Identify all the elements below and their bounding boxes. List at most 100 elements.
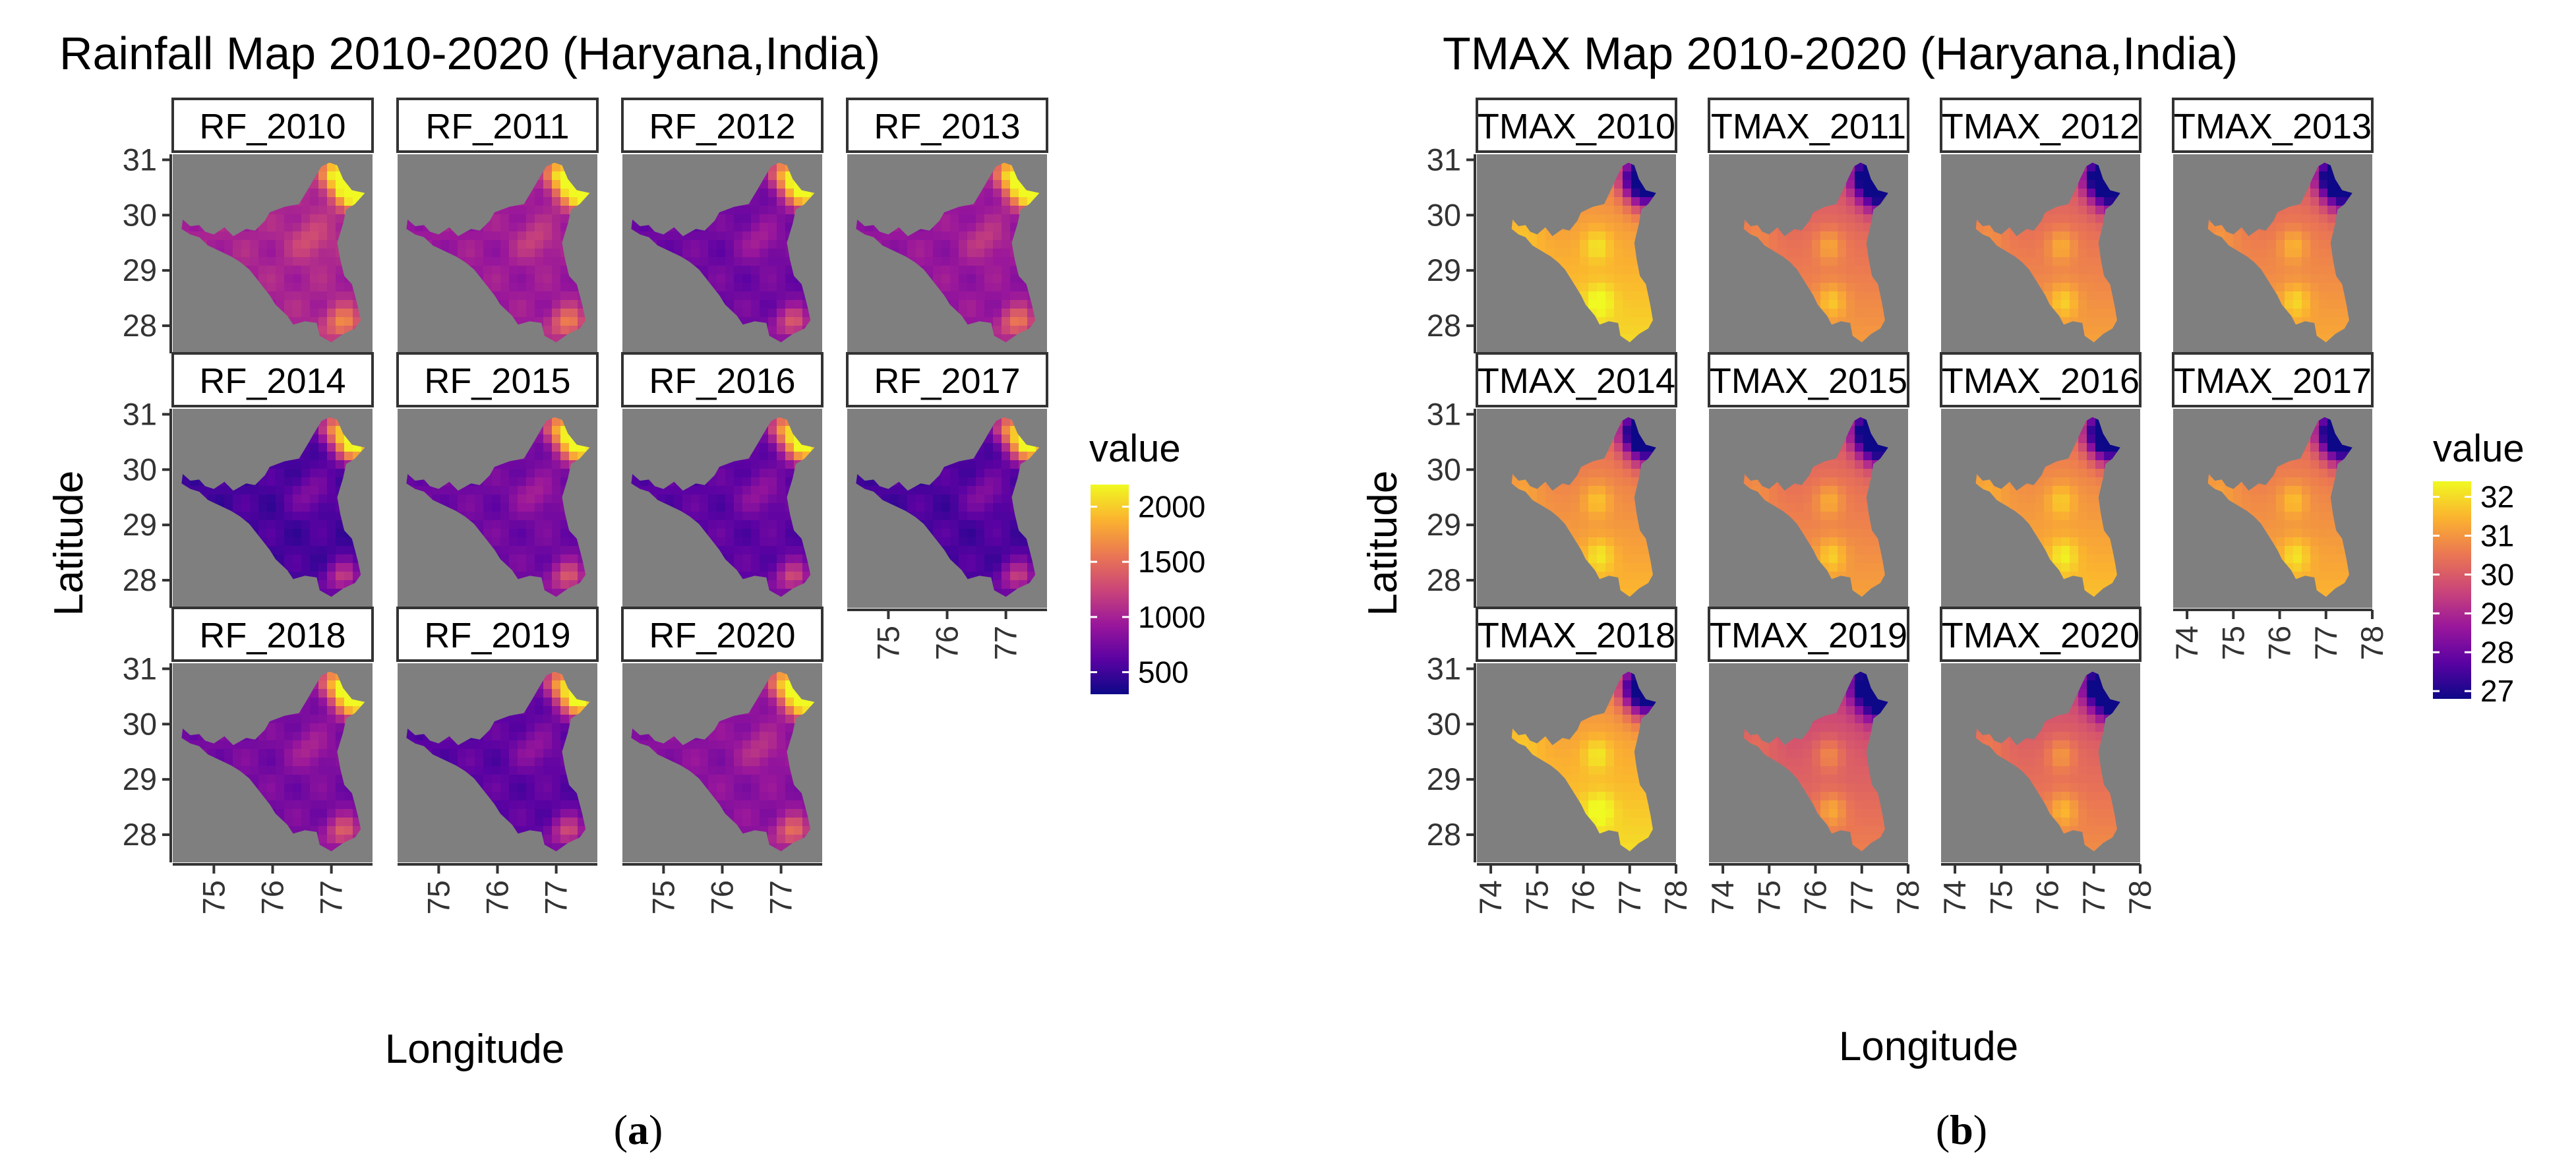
facet-strip-label-rf-2011: RF_2011 <box>425 107 569 146</box>
legend-label-0-0: 2000 <box>1138 489 1205 523</box>
x-tick-label-rf-2017-77: 77 <box>988 626 1023 660</box>
x-tick-label-rf-2020-76: 76 <box>705 880 740 914</box>
facet-strip-rf-2011 <box>396 98 599 153</box>
y-tick-label-rf-2010-28: 28 <box>123 308 157 343</box>
facet-rf-2010: RF_2010 28 29 30 31 <box>123 98 374 353</box>
x-tick-label-tmax-2017-77: 77 <box>2308 626 2343 660</box>
x-tick-label-tmax-2019-76: 76 <box>1798 880 1833 914</box>
facet-strip-label-rf-2012: RF_2012 <box>649 107 795 146</box>
chart-a-legend-title: value <box>1089 427 1181 470</box>
facet-tmax-2016: TMAX_2016 <box>1940 352 2142 608</box>
legend-label-1-0: 32 <box>2480 480 2514 514</box>
facet-tmax-2010: TMAX_2010 28 29 30 31 <box>1427 98 1677 353</box>
facet-strip-tmax-2019 <box>1708 607 1909 662</box>
facet-strip-label-rf-2019: RF_2019 <box>424 616 570 655</box>
x-tick-label-rf-2017-76: 76 <box>930 626 965 660</box>
x-tick-label-tmax-2019-77: 77 <box>1844 880 1879 914</box>
facet-strip-tmax-2018 <box>1476 607 1677 662</box>
chart-a-legend-colorbar <box>1091 485 1129 694</box>
facet-strip-label-tmax-2020: TMAX_2020 <box>1942 616 2140 655</box>
y-tick-label-rf-2010-31: 31 <box>123 142 157 177</box>
legend-label-0-3: 500 <box>1138 655 1189 690</box>
y-tick-label-tmax-2018-28: 28 <box>1427 817 1461 852</box>
x-tick-label-tmax-2019-78: 78 <box>1890 880 1925 914</box>
facet-strip-label-rf-2013: RF_2013 <box>874 107 1020 146</box>
facet-strip-label-tmax-2011: TMAX_2011 <box>1711 107 1906 146</box>
chart-a-title: Rainfall Map 2010-2020 (Haryana,India) <box>59 28 880 79</box>
facet-strip-tmax-2013 <box>2172 98 2374 153</box>
facet-strip-rf-2018 <box>171 607 374 662</box>
legend-label-0-2: 1000 <box>1138 600 1205 634</box>
facet-strip-rf-2012 <box>621 98 824 153</box>
facet-strip-label-rf-2010: RF_2010 <box>199 107 345 146</box>
facet-strip-label-tmax-2017: TMAX_2017 <box>2174 361 2372 401</box>
facet-rf-2013: RF_2013 <box>846 98 1048 353</box>
facet-rf-2012: RF_2012 <box>621 98 824 353</box>
facet-tmax-2013: TMAX_2013 <box>2172 98 2374 353</box>
x-tick-label-tmax-2018-78: 78 <box>1658 880 1693 914</box>
facet-rf-2015: RF_2015 <box>396 352 599 608</box>
x-tick-label-tmax-2020-76: 76 <box>2030 880 2065 914</box>
facet-strip-rf-2016 <box>621 352 824 407</box>
facet-strip-label-rf-2016: RF_2016 <box>649 361 795 401</box>
facet-strip-label-tmax-2010: TMAX_2010 <box>1478 107 1675 146</box>
y-tick-label-tmax-2010-30: 30 <box>1427 197 1461 232</box>
x-tick-label-tmax-2019-74: 74 <box>1705 880 1740 914</box>
y-tick-label-tmax-2010-29: 29 <box>1427 253 1461 287</box>
chart-b-caption: (b) <box>1936 1106 1987 1153</box>
y-tick-label-tmax-2010-31: 31 <box>1427 142 1461 177</box>
x-tick-label-tmax-2018-76: 76 <box>1566 880 1601 914</box>
x-tick-label-tmax-2018-77: 77 <box>1612 880 1647 914</box>
chart-a-facets: RF_2010 28 29 30 31 RF_2011 RF_2012 RF_2013 RF_2… <box>123 98 1048 914</box>
y-tick-label-rf-2014-28: 28 <box>123 562 157 597</box>
chart-a-ylabel: Latitude <box>46 471 92 616</box>
facet-strip-label-rf-2017: RF_2017 <box>874 361 1020 401</box>
x-tick-label-tmax-2019-75: 75 <box>1751 880 1786 914</box>
legend-label-1-2: 30 <box>2480 557 2514 591</box>
facet-rf-2017: RF_2017 75 76 77 <box>846 352 1048 660</box>
chart-b-legend-title: value <box>2433 427 2525 470</box>
facet-strip-label-tmax-2014: TMAX_2014 <box>1478 361 1675 401</box>
facet-strip-label-rf-2018: RF_2018 <box>199 616 345 655</box>
facet-rf-2020: RF_2020 75 76 77 <box>621 607 824 914</box>
chart-b-title: TMAX Map 2010-2020 (Haryana,India) <box>1443 28 2238 79</box>
y-tick-label-tmax-2018-31: 31 <box>1427 651 1461 686</box>
chart-a-caption: (a) <box>614 1106 663 1153</box>
facet-strip-label-rf-2014: RF_2014 <box>199 361 345 401</box>
facet-strip-label-rf-2020: RF_2020 <box>649 616 795 655</box>
facet-strip-tmax-2014 <box>1476 352 1677 407</box>
x-tick-label-tmax-2017-74: 74 <box>2169 626 2204 660</box>
x-tick-label-tmax-2020-74: 74 <box>1937 880 1972 914</box>
x-tick-label-tmax-2020-75: 75 <box>1983 880 2018 914</box>
facet-tmax-2019: TMAX_2019 74 75 76 77 78 <box>1705 607 1925 914</box>
chart-a-xlabel: Longitude <box>385 1027 564 1072</box>
x-tick-label-rf-2017-75: 75 <box>870 626 905 660</box>
y-tick-label-tmax-2014-30: 30 <box>1427 452 1461 487</box>
facet-strip-label-tmax-2012: TMAX_2012 <box>1942 107 2140 146</box>
y-tick-label-rf-2018-30: 30 <box>123 706 157 741</box>
legend-label-1-1: 31 <box>2480 519 2514 553</box>
facet-tmax-2012: TMAX_2012 <box>1940 98 2142 353</box>
facet-rf-2016: RF_2016 <box>621 352 824 608</box>
y-tick-label-rf-2014-29: 29 <box>123 507 157 542</box>
y-tick-label-rf-2018-29: 29 <box>123 761 157 796</box>
legend-label-1-3: 29 <box>2480 596 2514 630</box>
facet-strip-tmax-2010 <box>1476 98 1677 153</box>
legend-label-0-1: 1500 <box>1138 545 1205 579</box>
facet-strip-label-tmax-2015: TMAX_2015 <box>1710 361 1907 401</box>
x-tick-label-tmax-2020-77: 77 <box>2076 880 2111 914</box>
facet-tmax-2017: TMAX_2017 74 75 76 77 78 <box>2169 352 2389 660</box>
facet-strip-tmax-2017 <box>2172 352 2374 407</box>
x-tick-label-tmax-2018-74: 74 <box>1473 880 1508 914</box>
y-tick-label-rf-2010-30: 30 <box>123 197 157 232</box>
x-tick-label-rf-2020-75: 75 <box>645 880 680 914</box>
facet-strip-rf-2019 <box>396 607 599 662</box>
y-tick-label-tmax-2014-28: 28 <box>1427 562 1461 597</box>
x-tick-label-tmax-2020-78: 78 <box>2122 880 2157 914</box>
y-tick-label-tmax-2014-31: 31 <box>1427 396 1461 431</box>
x-tick-label-rf-2019-76: 76 <box>480 880 515 914</box>
facet-strip-label-tmax-2016: TMAX_2016 <box>1942 361 2140 401</box>
y-tick-label-rf-2014-31: 31 <box>123 396 157 431</box>
facet-tmax-2015: TMAX_2015 <box>1708 352 1909 608</box>
